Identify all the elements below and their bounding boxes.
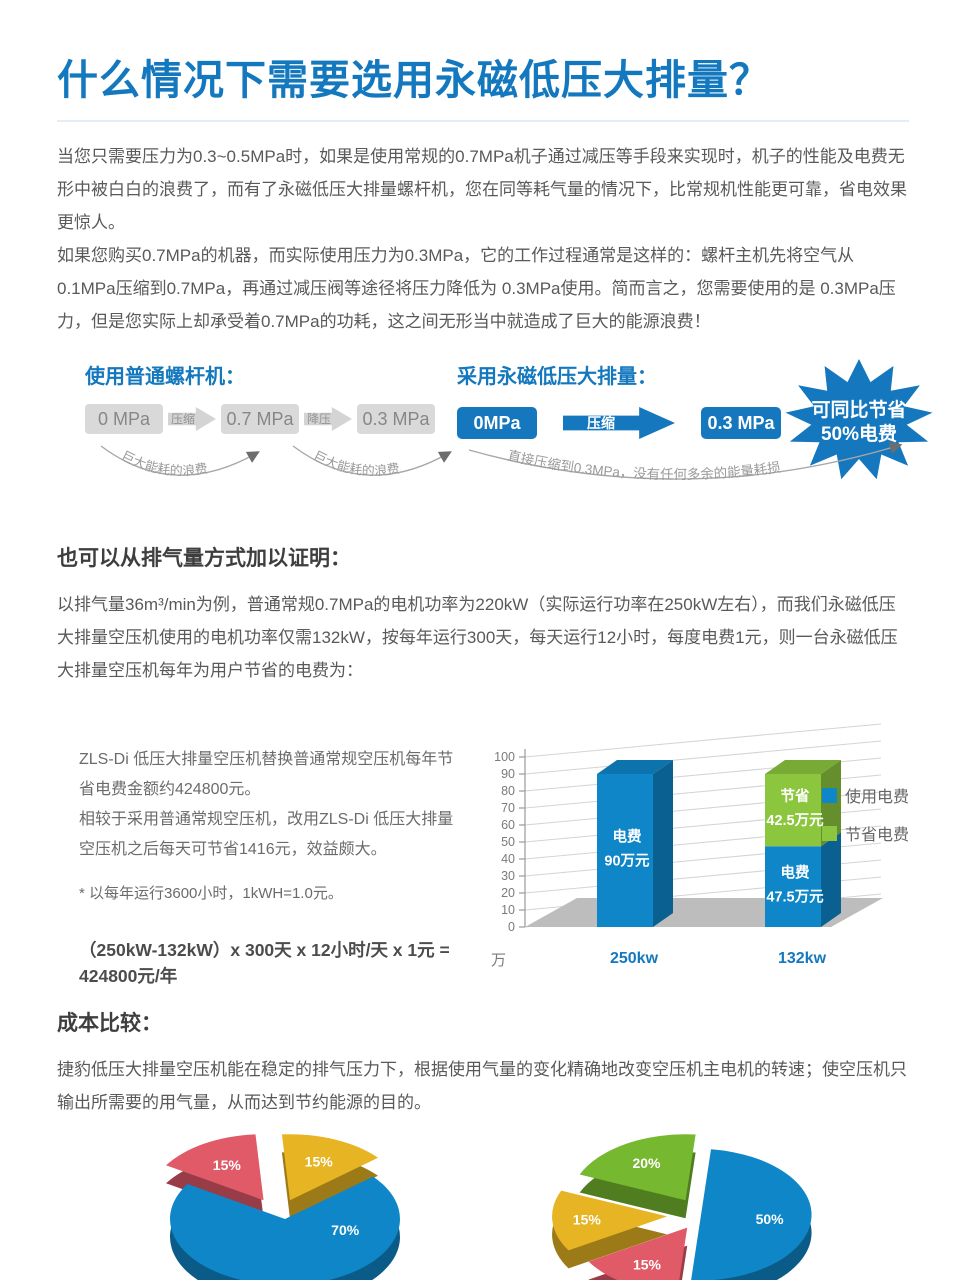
- bar-chart-legend: 使用电费 节省电费: [821, 783, 909, 859]
- svg-text:20: 20: [501, 886, 515, 900]
- starburst-line1: 可同比节省: [811, 399, 906, 421]
- pie-chart-lowpressure: 50% 15% 15% 20%: [552, 1134, 812, 1280]
- svg-text:15%: 15%: [213, 1157, 242, 1173]
- flow-pm-heading: 采用永磁低压大排量：: [457, 366, 657, 388]
- page-title: 什么情况下需要选用永磁低压大排量？: [57, 57, 771, 103]
- svg-text:直接压缩到0.3MPa，没有任何多余的能量耗损: 直接压缩到0.3MPa，没有任何多余的能量耗损: [506, 448, 782, 482]
- svg-text:15%: 15%: [573, 1212, 602, 1228]
- waste-arc-label: 巨大能耗的浪费: [119, 448, 209, 478]
- svg-text:电费: 电费: [781, 864, 810, 882]
- savings-text: ZLS-Di 低压大排量空压机替换普通常规空压机每年节省电费金额约424800元…: [57, 715, 467, 989]
- svg-text:100: 100: [494, 750, 515, 764]
- flow-pm-lowpressure: 采用永磁低压大排量： 0MPa 压缩 0.3 MPa 可同比节省 50%电费: [457, 359, 935, 502]
- proof-paragraph: 以排气量36m³/min为例，普通常规0.7MPa的电机功率为220kW（实际运…: [57, 595, 898, 680]
- pressure-box-0mpa-blue: 0MPa: [457, 407, 537, 439]
- savings-note: * 以每年运行3600小时，1kWH=1.0元。: [79, 885, 343, 902]
- legend-swatch: [821, 787, 837, 803]
- flow-normal-screw: 使用普通螺杆机： 0 MPa 压缩 0.7 MPa 降压 0.3 MPa: [57, 360, 457, 502]
- svg-text:50: 50: [501, 835, 515, 849]
- pressure-flow-diagrams: 使用普通螺杆机： 0 MPa 压缩 0.7 MPa 降压 0.3 MPa: [57, 359, 933, 502]
- legend-swatch: [821, 825, 837, 841]
- savings-starburst: 可同比节省 50%电费: [785, 359, 933, 480]
- pm-note-arc-graphic: 直接压缩到0.3MPa，没有任何多余的能量耗损: [468, 441, 903, 482]
- svg-text:60: 60: [501, 818, 515, 832]
- waste-arc-label: 巨大能耗的浪费: [311, 448, 401, 478]
- svg-text:80: 80: [501, 784, 515, 798]
- proof-section-heading: 也可以从排气量方式加以证明：: [57, 547, 351, 570]
- legend-label: 节省电费: [844, 827, 909, 844]
- pie-normal-compressor: 70%15%15% 普通空气压缩机成本构成 电费保养费用购置费用: [57, 1129, 483, 1280]
- savings-block: ZLS-Di 低压大排量空压机替换普通常规空压机每年节省电费金额约424800元…: [57, 715, 909, 989]
- savings-line-2: 相较于采用普通常规空压机，改用ZLS-Di 低压大排量空压机之后每天可节省141…: [79, 811, 454, 858]
- legend-item: 节省电费: [821, 821, 909, 845]
- svg-text:10: 10: [501, 903, 515, 917]
- svg-text:250kw: 250kw: [610, 950, 659, 967]
- intro-paragraph-2: 如果您购买0.7MPa的机器，而实际使用压力为0.3MPa，它的工作过程通常是这…: [57, 246, 896, 331]
- svg-text:132kw: 132kw: [778, 950, 827, 967]
- pressure-box-07mpa: 0.7 MPa: [221, 404, 299, 434]
- pie-lowpressure-compressor: 50%15%15%20% 低压大排量空气压缩机成本构成 电费保养费用购置费用节约…: [483, 1129, 909, 1280]
- pressure-box-03mpa: 0.3 MPa: [357, 404, 435, 434]
- cost-section-heading: 成本比较：: [57, 1012, 162, 1035]
- pressure-box-0mpa: 0 MPa: [85, 404, 163, 434]
- svg-text:70%: 70%: [331, 1222, 360, 1238]
- bar-chart-area: 0 10 20 30 40 50 60 70 80 90 100 万 电费 90万元 250kw 电费 47.5…: [467, 715, 909, 989]
- cost-paragraph: 捷豹低压大排量空压机能在稳定的排气压力下，根据使用气量的变化精确地改变空压机主电…: [57, 1060, 907, 1112]
- legend-label: 使用电费: [844, 789, 909, 806]
- flow-pm-row: 0MPa 压缩 0.3 MPa 可同比节省 50%电费: [457, 359, 935, 480]
- compress-arrow-icon: 压缩: [168, 407, 216, 431]
- legend-item: 使用电费: [821, 783, 909, 807]
- compress-arrow-blue-icon: 压缩: [563, 407, 675, 439]
- svg-text:42.5万元: 42.5万元: [766, 812, 824, 829]
- svg-text:30: 30: [501, 869, 515, 883]
- pressure-box-03mpa-blue: 0.3 MPa: [701, 407, 781, 439]
- title-divider: [57, 120, 909, 122]
- compress-arrow-blue-label: 压缩: [587, 415, 615, 431]
- savings-formula: （250kW-132kW）x 300天 x 12小时/天 x 1元 = 4248…: [79, 940, 450, 986]
- svg-text:万: 万: [491, 952, 506, 969]
- cost-pie-charts: 70%15%15% 普通空气压缩机成本构成 电费保养费用购置费用 50%15%1…: [57, 1129, 909, 1280]
- flow-normal-row: 0 MPa 压缩 0.7 MPa 降压 0.3 MPa: [85, 404, 457, 434]
- compress-arrow-label: 压缩: [170, 412, 195, 426]
- svg-text:90: 90: [501, 767, 515, 781]
- svg-text:40: 40: [501, 852, 515, 866]
- svg-text:15%: 15%: [633, 1257, 662, 1273]
- svg-text:节省: 节省: [781, 787, 810, 805]
- flow-normal-heading: 使用普通螺杆机：: [85, 366, 245, 388]
- svg-text:20%: 20%: [632, 1155, 661, 1171]
- svg-text:电费: 电费: [613, 828, 642, 846]
- svg-text:70: 70: [501, 801, 515, 815]
- reduce-arrow-label: 降压: [306, 412, 331, 426]
- intro-paragraph-1: 当您只需要压力为0.3~0.5MPa时，如果是使用常规的0.7MPa机子通过减压…: [57, 147, 907, 232]
- svg-text:47.5万元: 47.5万元: [766, 889, 824, 906]
- svg-text:巨大能耗的浪费: 巨大能耗的浪费: [119, 448, 209, 478]
- waste-arcs-graphic: 巨大能耗的浪费 巨大能耗的浪费: [100, 445, 452, 478]
- svg-text:15%: 15%: [305, 1153, 334, 1169]
- pie-chart-normal: 70% 15% 15%: [166, 1134, 400, 1280]
- starburst-line2: 50%电费: [821, 422, 897, 445]
- reduce-arrow-icon: 降压: [304, 407, 352, 431]
- svg-text:90万元: 90万元: [604, 853, 650, 870]
- svg-text:巨大能耗的浪费: 巨大能耗的浪费: [311, 448, 401, 478]
- svg-text:50%: 50%: [756, 1211, 785, 1227]
- pm-note-label: 直接压缩到0.3MPa，没有任何多余的能量耗损: [506, 448, 782, 482]
- electricity-bar-chart: 0 10 20 30 40 50 60 70 80 90 100 万 电费 90万元 250kw 电费 47.5…: [491, 723, 883, 969]
- savings-line-1: ZLS-Di 低压大排量空压机替换普通常规空压机每年节省电费金额约424800元…: [79, 751, 454, 798]
- svg-text:0: 0: [508, 920, 515, 934]
